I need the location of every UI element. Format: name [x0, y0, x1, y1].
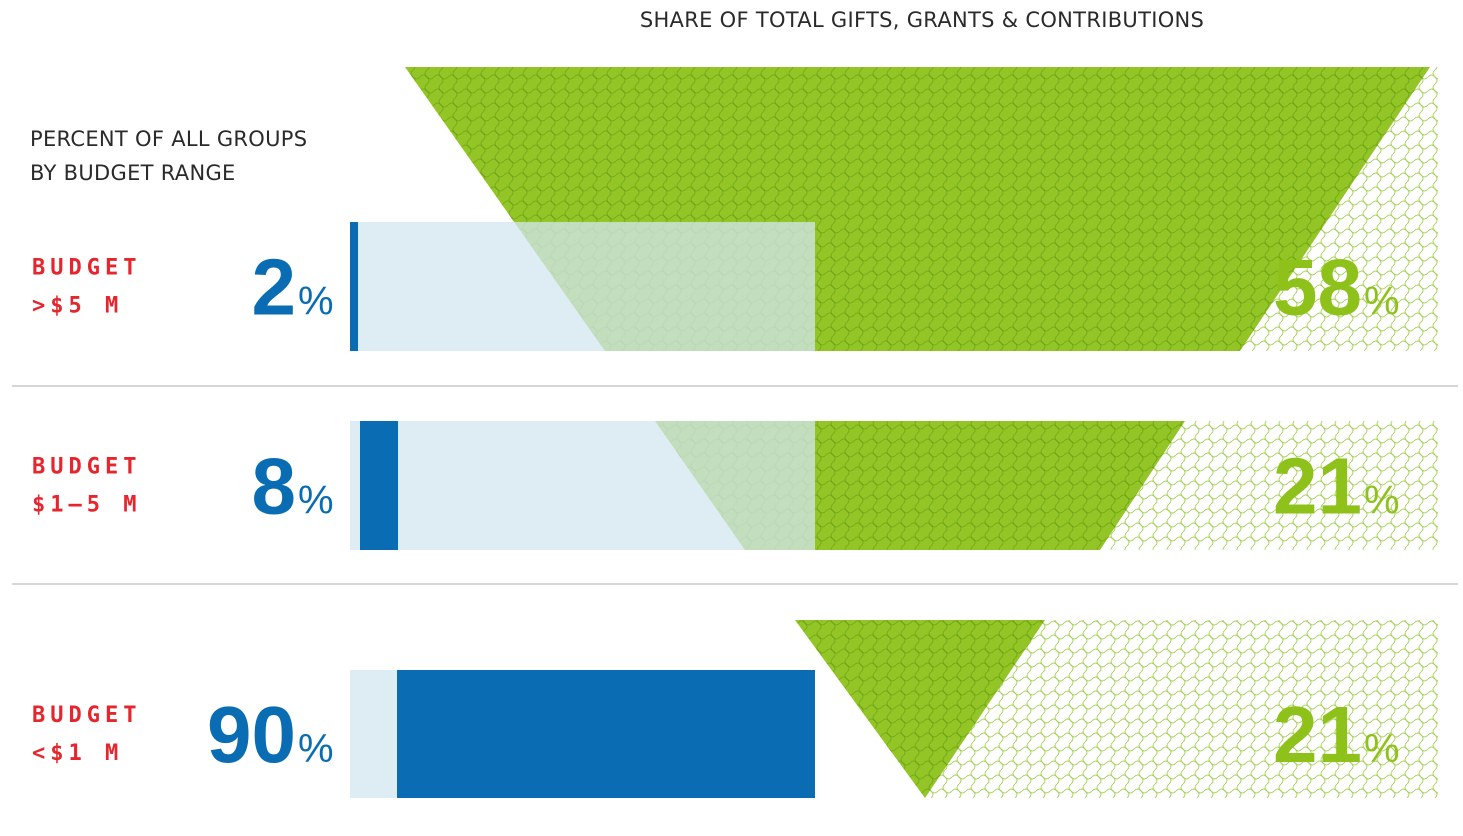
- share-value-percent-sign: %: [1364, 727, 1400, 771]
- bar-track-1: [350, 222, 815, 351]
- share-value-label: 21: [1273, 690, 1362, 779]
- chart-title: SHARE OF TOTAL GIFTS, GRANTS & CONTRIBUT…: [640, 8, 1204, 32]
- category-label-line-2: $1–5 M: [32, 493, 141, 518]
- chart-row-3: BUDGET<$1 M 90% 21%: [32, 620, 1438, 798]
- bar-value-label: 90: [207, 690, 296, 779]
- row-dividers: [12, 385, 1458, 585]
- bar-track-2: [350, 421, 815, 550]
- chart-subtitle-line-1: PERCENT OF ALL GROUPS: [30, 127, 307, 151]
- category-label-line-2: >$5 M: [32, 294, 123, 319]
- share-mark-texture-3: [795, 620, 1045, 798]
- category-label-line-1: BUDGET: [32, 703, 141, 728]
- chart-row-2: BUDGET$1–5 M 8% 21%: [32, 421, 1438, 550]
- share-value-percent-sign: %: [1364, 479, 1400, 523]
- share-value-label: 21: [1273, 442, 1362, 531]
- bar-3: [397, 670, 815, 798]
- category-label-line-1: BUDGET: [32, 256, 141, 281]
- bar-2: [360, 421, 398, 550]
- chart-rows: BUDGET>$5 M 2% 58 %BUDGET$1–5 M 8% 21 %BUDGET<…: [32, 67, 1438, 798]
- share-value-percent-sign: %: [1364, 280, 1400, 324]
- bar-1: [350, 222, 358, 351]
- bar-value-label: 8: [252, 442, 297, 531]
- bar-value-percent-sign: %: [298, 280, 334, 324]
- category-label-line-1: BUDGET: [32, 455, 141, 480]
- category-label-line-2: <$1 M: [32, 741, 123, 766]
- bar-value-percent-sign: %: [298, 479, 334, 523]
- chart-subtitle-line-2: BY BUDGET RANGE: [30, 161, 236, 185]
- bar-value-label: 2: [252, 243, 297, 332]
- chart-row-1: BUDGET>$5 M 2% 58%: [32, 67, 1438, 351]
- share-value-label: 58: [1273, 243, 1362, 332]
- bar-value-percent-sign: %: [298, 727, 334, 771]
